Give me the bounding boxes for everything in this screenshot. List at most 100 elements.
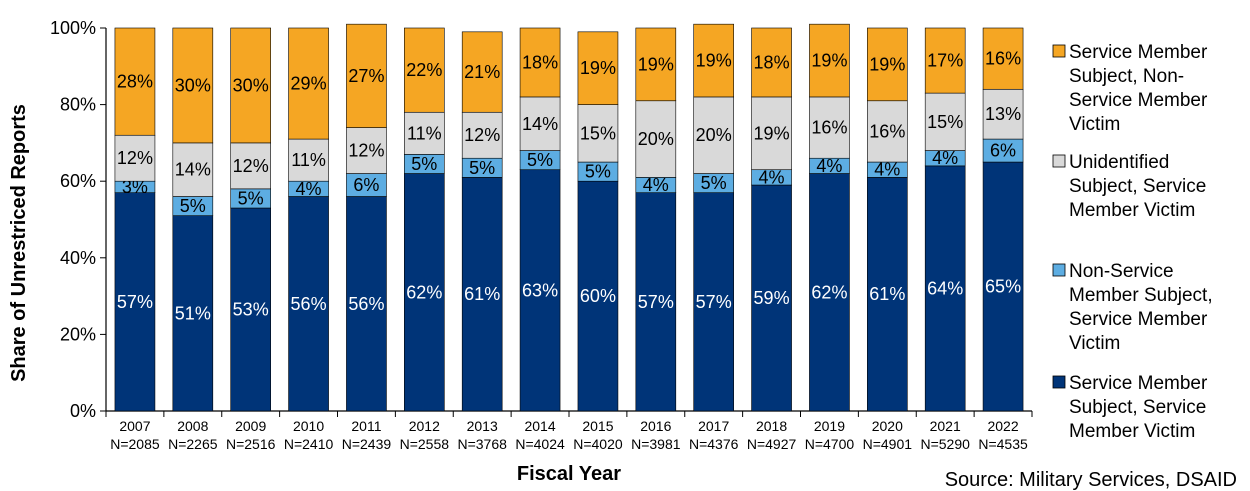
bar-segment	[114, 192, 156, 412]
y-axis-title: Share of Unrestriced Reports	[8, 104, 30, 382]
bar-segment	[577, 180, 619, 412]
bar-segment	[519, 27, 561, 98]
bar-segment	[404, 111, 445, 155]
legend-entry: Non-Service Member Subject, Service Member…	[1052, 261, 1213, 354]
bar-stack-2016: 57% 4% 20% 19%	[635, 27, 677, 412]
data-label: 30%	[175, 75, 211, 95]
data-label: 62%	[811, 282, 847, 302]
data-label: 12%	[233, 156, 269, 176]
bar-segment	[404, 173, 445, 412]
legend-label: Service Member	[1069, 90, 1208, 111]
bar-stack-2014: 63% 5% 14% 18%	[519, 27, 561, 412]
x-tick-n-label: N=3768	[457, 436, 507, 452]
bar-segment	[172, 27, 214, 144]
x-tick-n-label: N=4700	[805, 436, 855, 452]
x-tick-label: 2015	[582, 418, 613, 434]
data-label: 57%	[638, 292, 674, 312]
data-label: 18%	[522, 52, 558, 72]
bar-segment	[924, 165, 966, 412]
data-label: 19%	[580, 58, 616, 78]
bar-segment	[346, 196, 387, 412]
data-label: 5%	[701, 173, 727, 193]
data-label: 29%	[291, 74, 327, 94]
bar-segment	[809, 96, 850, 159]
bar-segment	[867, 177, 908, 412]
x-tick-n-label: N=2265	[168, 436, 218, 452]
legend-entry: Unidentified Subject, Service Member Victi…	[1052, 152, 1206, 221]
x-tick-n-label: N=4535	[978, 436, 1028, 452]
data-label: 19%	[638, 54, 674, 74]
data-label: 27%	[348, 66, 384, 86]
legend-entry: Service Member Subject, Non- Service Membe…	[1052, 42, 1208, 135]
data-label: 30%	[233, 75, 269, 95]
data-label: 28%	[117, 72, 153, 92]
x-tick-n-label: N=2558	[400, 436, 450, 452]
data-label: 61%	[869, 284, 905, 304]
data-label: 16%	[985, 49, 1021, 69]
bar-stack-2012: 62% 5% 11% 22%	[404, 27, 445, 412]
legend-label: Member Victim	[1069, 421, 1195, 442]
x-tick-label: 2009	[235, 418, 266, 434]
bar-segment	[867, 100, 908, 163]
bar-segment	[288, 138, 329, 182]
bar-segment	[693, 23, 734, 98]
bar-segment	[635, 100, 677, 178]
data-label: 64%	[927, 278, 963, 298]
bar-segment	[404, 27, 445, 113]
bar-segment	[924, 27, 966, 94]
bar-stack-2009: 53% 5% 12% 30%	[230, 27, 271, 412]
bar-stack-2018: 59% 4% 19% 18%	[751, 27, 792, 412]
data-label: 12%	[117, 148, 153, 168]
data-label: 65%	[985, 277, 1021, 297]
legend-swatch	[1052, 154, 1066, 168]
data-label: 62%	[406, 282, 442, 302]
bar-segment	[635, 192, 677, 412]
data-label: 19%	[811, 51, 847, 71]
data-label: 18%	[754, 52, 790, 72]
legend: Service Member Subject, Non- Service Membe…	[1052, 42, 1213, 442]
data-label: 16%	[869, 121, 905, 141]
legend-label: Subject, Non-	[1069, 66, 1184, 87]
bar-segment	[230, 207, 271, 412]
data-label: 57%	[696, 292, 732, 312]
data-label: 16%	[811, 118, 847, 138]
data-label: 53%	[233, 300, 269, 320]
x-tick-label: 2014	[524, 418, 555, 434]
data-label: 4%	[643, 175, 669, 195]
bar-stack-2007: 57% 3% 12% 28%	[114, 27, 156, 412]
y-tick-label: 60%	[60, 171, 96, 191]
bar-segment	[461, 177, 503, 412]
bar-segment	[346, 23, 387, 128]
x-tick-n-label: N=4901	[863, 436, 913, 452]
bar-segment	[461, 31, 503, 113]
data-label: 11%	[407, 123, 442, 143]
legend-label: Member Victim	[1069, 200, 1195, 221]
data-label: 12%	[348, 141, 384, 161]
source-note: Source: Military Services, DSAID	[945, 469, 1237, 491]
x-tick-label: 2020	[872, 418, 903, 434]
legend-label: Victim	[1069, 333, 1120, 354]
bar-stack-2017: 57% 5% 20% 19%	[693, 23, 734, 412]
legend-label: Service Member	[1069, 309, 1208, 330]
bar-segment	[982, 88, 1024, 140]
y-axis: 0% 20% 40% 60% 80% 100%	[50, 18, 106, 421]
data-label: 5%	[238, 188, 264, 208]
legend-label: Victim	[1069, 114, 1120, 135]
legend-label: Subject, Service	[1069, 176, 1206, 197]
data-label: 19%	[869, 54, 905, 74]
bar-segment	[751, 96, 792, 171]
data-label: 59%	[754, 288, 790, 308]
bar-stack-2022: 65% 6% 13% 16%	[982, 27, 1024, 412]
bar-stack-2015: 60% 5% 15% 19%	[577, 31, 619, 412]
legend-swatch	[1052, 263, 1066, 277]
bar-segment	[114, 27, 156, 136]
bar-segment	[114, 134, 156, 182]
x-tick-label: 2022	[987, 418, 1018, 434]
bar-segment	[577, 31, 619, 105]
legend-swatch	[1052, 44, 1066, 58]
x-tick-n-label: N=2516	[226, 436, 276, 452]
x-tick-label: 2008	[177, 418, 208, 434]
data-label: 14%	[522, 114, 558, 134]
legend-label: Unidentified	[1069, 152, 1169, 173]
